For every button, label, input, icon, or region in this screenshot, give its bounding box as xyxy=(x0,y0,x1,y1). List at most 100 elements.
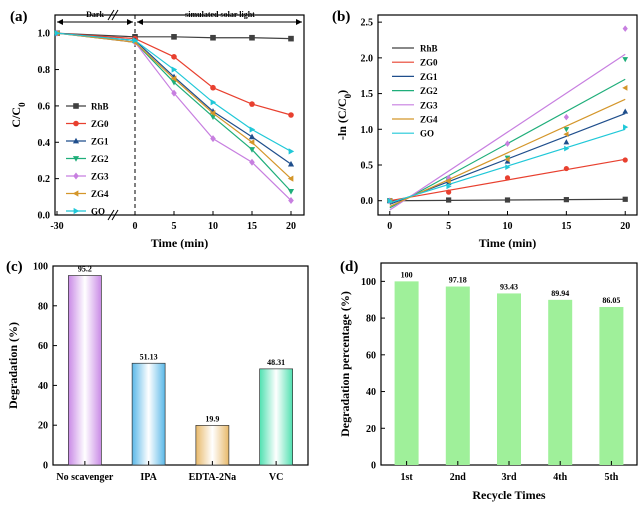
panel-b-fit-line xyxy=(389,98,626,207)
panel-a-series-line xyxy=(56,32,292,180)
panel-d-bar xyxy=(394,281,419,465)
panel-a-legend-marker xyxy=(73,172,79,180)
panel-b-data-point xyxy=(563,197,569,203)
panel-a-legend-label: ZG0 xyxy=(91,119,109,129)
panel-b-ylabel: -ln (C/C0) xyxy=(335,90,353,140)
panel-a-data-point xyxy=(248,133,256,140)
panel-a-data-point xyxy=(287,188,295,195)
panel-a-legend-marker xyxy=(73,207,80,215)
panel-a-legend-label: ZG2 xyxy=(91,154,109,164)
panel-a-axis-break xyxy=(111,209,119,221)
panel-d-ytick-label: 100 xyxy=(361,277,376,288)
panel-d-ytick-label: 0 xyxy=(371,461,376,472)
panel-a-legend-label: ZG1 xyxy=(91,137,109,147)
panel-a-data-point xyxy=(249,158,255,166)
panel-b-data-point xyxy=(446,197,452,203)
panel-a-dark-arrow-head xyxy=(57,19,63,25)
panel-d-ytick-label: 80 xyxy=(366,314,376,325)
panel-a-data-point xyxy=(288,112,294,118)
panel-c-ytick-label: 100 xyxy=(33,262,48,273)
panel-label: (a) xyxy=(10,9,28,25)
panel-a-ytick-label: 0.2 xyxy=(38,174,51,185)
panel-b-fit-line xyxy=(389,53,626,211)
panel-b-data-point xyxy=(563,113,569,121)
panel-b-data-point xyxy=(446,189,452,195)
panel-b-legend-label: RhB xyxy=(420,44,438,54)
panel-b-ytick-label: 1.0 xyxy=(361,125,374,136)
panel-a-data-point xyxy=(209,110,216,117)
panel-a-axis-break xyxy=(111,9,119,21)
panel-a-legend-marker xyxy=(72,190,79,197)
panel-d-bar-value-label: 89.94 xyxy=(551,289,569,298)
panel-d-xtick-label: 1st xyxy=(400,472,413,483)
panel-d-bar-value-label: 100 xyxy=(401,270,413,279)
panel-a-data-point xyxy=(170,79,178,86)
panel-d-ytick-label: 20 xyxy=(366,424,376,435)
panel-c-bar xyxy=(259,368,293,466)
panel-a-data-point xyxy=(287,175,294,182)
panel-b-xtick-label: 0 xyxy=(387,221,392,232)
panel-b-data-point xyxy=(622,108,629,114)
panel-a-data-point xyxy=(249,126,256,133)
panel-d-ytick-label: 40 xyxy=(366,387,376,398)
panel-b-ylabel-tail: ) xyxy=(335,90,349,94)
panel-a-ytick-label: 0.8 xyxy=(38,65,51,76)
panel-a-data-point xyxy=(171,66,178,73)
panel-a-legend-label: GO xyxy=(91,207,105,217)
panel-c-bar-value-label: 51.13 xyxy=(140,352,158,361)
panel-d-xtick-label: 2nd xyxy=(450,472,467,483)
panel-d-bar xyxy=(497,293,521,465)
panel-a-data-point xyxy=(287,160,295,167)
panel-a-series-line xyxy=(56,32,292,152)
panel-b-xlabel: Time (min) xyxy=(479,236,536,250)
panel-a-axis-break xyxy=(107,209,115,221)
panel-c-bar-value-label: 48.31 xyxy=(267,358,285,367)
panel-b-data-point xyxy=(623,124,629,131)
panel-d-xtick-label: 3rd xyxy=(502,472,517,483)
panel-a-legend-marker xyxy=(72,137,80,144)
panel-a-dark-label: Dark xyxy=(86,10,104,19)
panel-a-xtick-label: 0 xyxy=(133,221,138,232)
panel-b-legend-label: ZG3 xyxy=(420,100,438,110)
panel-c-ylabel: Degradation (%) xyxy=(6,322,20,409)
panel-b-data-point xyxy=(563,127,570,133)
panel-a-data-point xyxy=(132,37,139,44)
panel-b-data-point xyxy=(622,84,628,91)
panel-a-ytick-label: 0.6 xyxy=(38,101,51,112)
panel-label: (d) xyxy=(340,259,358,275)
panel-b-data-point xyxy=(504,156,510,163)
panel-b-data-point xyxy=(446,174,452,182)
panel-b-data-point xyxy=(387,197,393,204)
panel-b-ylabel-subscript: 0 xyxy=(343,93,353,98)
panel-d-bar xyxy=(599,306,624,465)
panel-b-legend-label: ZG0 xyxy=(420,58,438,68)
panel-a-data-point xyxy=(210,99,217,106)
panel-d-bar-value-label: 93.43 xyxy=(500,282,518,291)
panel-a-legend-marker xyxy=(72,156,80,162)
panel-a-xtick-label: 15 xyxy=(247,221,257,232)
panel-b-ytick-label: 0.0 xyxy=(361,196,374,207)
panel-c-ytick-label: 40 xyxy=(38,381,48,392)
panel-a-data-point xyxy=(54,30,61,37)
panel-b-data-point xyxy=(504,140,511,147)
panel-b-data-point xyxy=(504,197,511,203)
panel-a-series-line xyxy=(56,32,292,116)
panel-a-legend-label: RhB xyxy=(91,102,109,112)
panel-c-xtick-label: IPA xyxy=(140,472,157,483)
panel-label: (c) xyxy=(6,259,23,275)
panel-b-ytick-label: 2.0 xyxy=(361,53,374,64)
panel-c-xtick-label: VC xyxy=(269,472,283,483)
panel-a-data-point xyxy=(210,34,216,41)
panel-b-data-point xyxy=(505,164,511,171)
panel-b-data-point xyxy=(563,131,569,138)
panel-d-ylabel: Degradation percentage (%) xyxy=(338,291,352,437)
panel-b-legend-label: GO xyxy=(420,129,434,139)
panel-a-data-point xyxy=(249,34,255,41)
panel-c-xtick-label: EDTA-2Na xyxy=(189,472,237,483)
panel-d-bar-value-label: 97.18 xyxy=(449,276,467,285)
panel-d-ytick-label: 60 xyxy=(366,350,376,361)
panel-b-legend-label: ZG4 xyxy=(420,115,438,125)
panel-b-plot-frame xyxy=(377,14,638,216)
panel-a-series-line xyxy=(56,32,292,40)
